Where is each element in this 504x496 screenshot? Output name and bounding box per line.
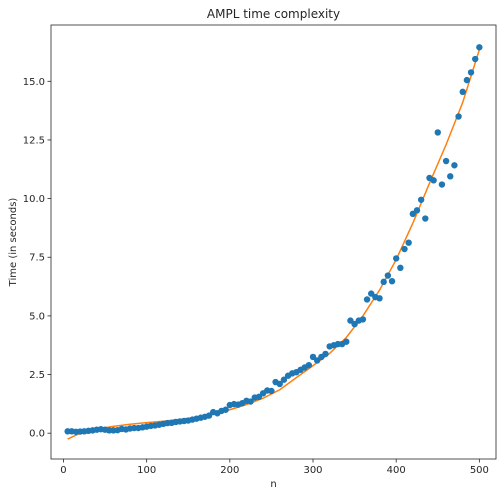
data-point [276,380,283,388]
x-tick-label: 300 [303,465,322,476]
data-point [434,129,441,136]
x-tick-label: 100 [137,465,156,476]
data-point [322,350,329,358]
data-point [476,44,483,51]
data-point [438,181,446,188]
x-axis-label: n [270,479,276,490]
data-point [359,316,367,323]
data-point [268,387,275,395]
y-tick-label: 0.0 [29,429,45,440]
chart-title: AMPL time complexity [207,7,340,21]
data-point [447,173,454,180]
data-point [380,278,387,286]
plot-frame [50,24,497,460]
data-point [397,264,404,272]
y-tick-label: 10.0 [23,194,45,205]
plot-area [51,25,496,459]
y-tick-label: 7.5 [29,253,45,264]
data-point [347,317,354,324]
data-point [417,196,425,203]
data-point [409,210,417,218]
x-tick-label: 200 [220,465,239,476]
data-point [392,255,400,262]
data-point [384,272,392,279]
data-point [467,69,475,76]
data-point [442,157,450,165]
data-point [455,113,462,120]
data-point [459,88,466,96]
data-point [363,296,371,303]
data-point [368,290,375,297]
x-tick-label: 400 [387,465,406,476]
y-axis: 0.0 2.5 5.0 7.5 10.0 12.5 15.0 [23,77,51,440]
data-point [280,376,288,383]
data-point [205,412,213,419]
data-point [405,239,412,246]
data-point [351,320,358,328]
data-point [401,245,408,253]
scatter-points-layer [64,44,483,435]
y-tick-label: 5.0 [29,311,45,322]
data-point [430,177,437,184]
data-point [376,295,383,302]
data-point [451,162,458,169]
data-point [422,215,429,222]
y-axis-label: Time (in seconds) [8,198,19,288]
data-point [388,277,396,285]
data-point [309,353,317,361]
data-point [463,76,471,84]
x-axis: 0 100 200 300 400 500 [60,459,489,476]
data-point [247,398,254,405]
x-tick-label: 0 [60,465,66,476]
x-tick-label: 500 [470,465,489,476]
data-point [413,207,421,214]
data-point [472,55,479,63]
y-tick-label: 15.0 [23,77,45,88]
data-point [305,361,313,369]
data-point [222,406,229,413]
data-point [343,338,350,345]
y-tick-label: 12.5 [23,135,45,146]
y-tick-label: 2.5 [29,370,45,381]
